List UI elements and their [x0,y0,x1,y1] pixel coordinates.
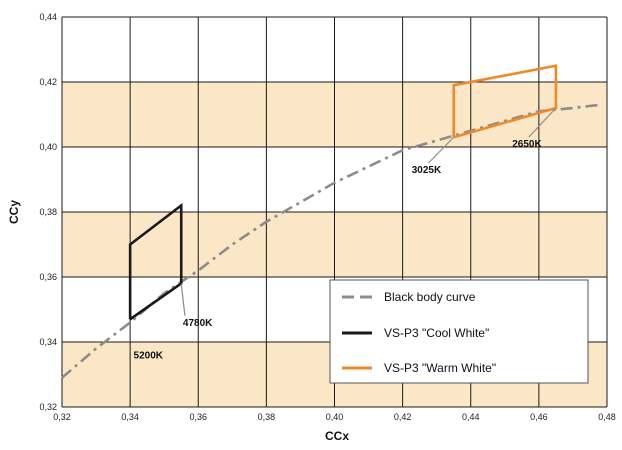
annotation-leader-3 [528,107,557,138]
x-tick-label-3: 0,38 [258,412,276,422]
x-axis-title: CCx [325,429,349,443]
y-tick-label-5: 0,42 [39,77,57,87]
y-tick-label-3: 0,38 [39,207,57,217]
x-tick-label-7: 0,46 [530,412,548,422]
x-axis-ticks: 0,32 0,34 0,36 0,38 0,40 0,42 0,44 0,46 0,48 [53,412,616,422]
annotation-label-2: 3025K [412,165,442,176]
x-tick-label-6: 0,44 [462,412,480,422]
annotation-layer: 5200K 4780K 3025K 2650K [134,107,557,361]
x-tick-label-4: 0,40 [326,412,344,422]
series-warm-white-quad [452,64,558,139]
annotation-label-3: 2650K [512,139,542,150]
annotation-leader-1 [180,283,186,316]
x-tick-label-2: 0,36 [189,412,207,422]
annotation-label-1: 4780K [183,318,213,329]
annotation-label-0: 5200K [134,350,164,361]
x-tick-label-5: 0,42 [394,412,412,422]
y-axis-title: CCy [7,200,21,224]
legend: Black body curve VS-P3 "Cool White" VS-P… [329,279,589,384]
y-tick-label-1: 0,34 [39,337,57,347]
x-tick-label-0: 0,32 [53,412,71,422]
x-tick-label-1: 0,34 [121,412,139,422]
y-axis-ticks: 0,32 0,34 0,36 0,38 0,40 0,42 0,44 [39,12,57,412]
y-tick-label-6: 0,44 [39,12,57,22]
legend-label-black-body: Black body curve [384,290,476,304]
legend-label-cool-white: VS-P3 "Cool White" [384,326,489,340]
annotation-leader-2 [428,136,455,164]
series-layer [61,64,601,379]
legend-label-warm-white: VS-P3 "Warm White" [384,361,496,375]
x-tick-label-8: 0,48 [598,412,616,422]
y-tick-label-2: 0,36 [39,272,57,282]
series-cool-white-quad [128,202,183,321]
y-tick-label-0: 0,32 [39,402,57,412]
y-tick-label-4: 0,40 [39,142,57,152]
legend-box [329,279,589,384]
